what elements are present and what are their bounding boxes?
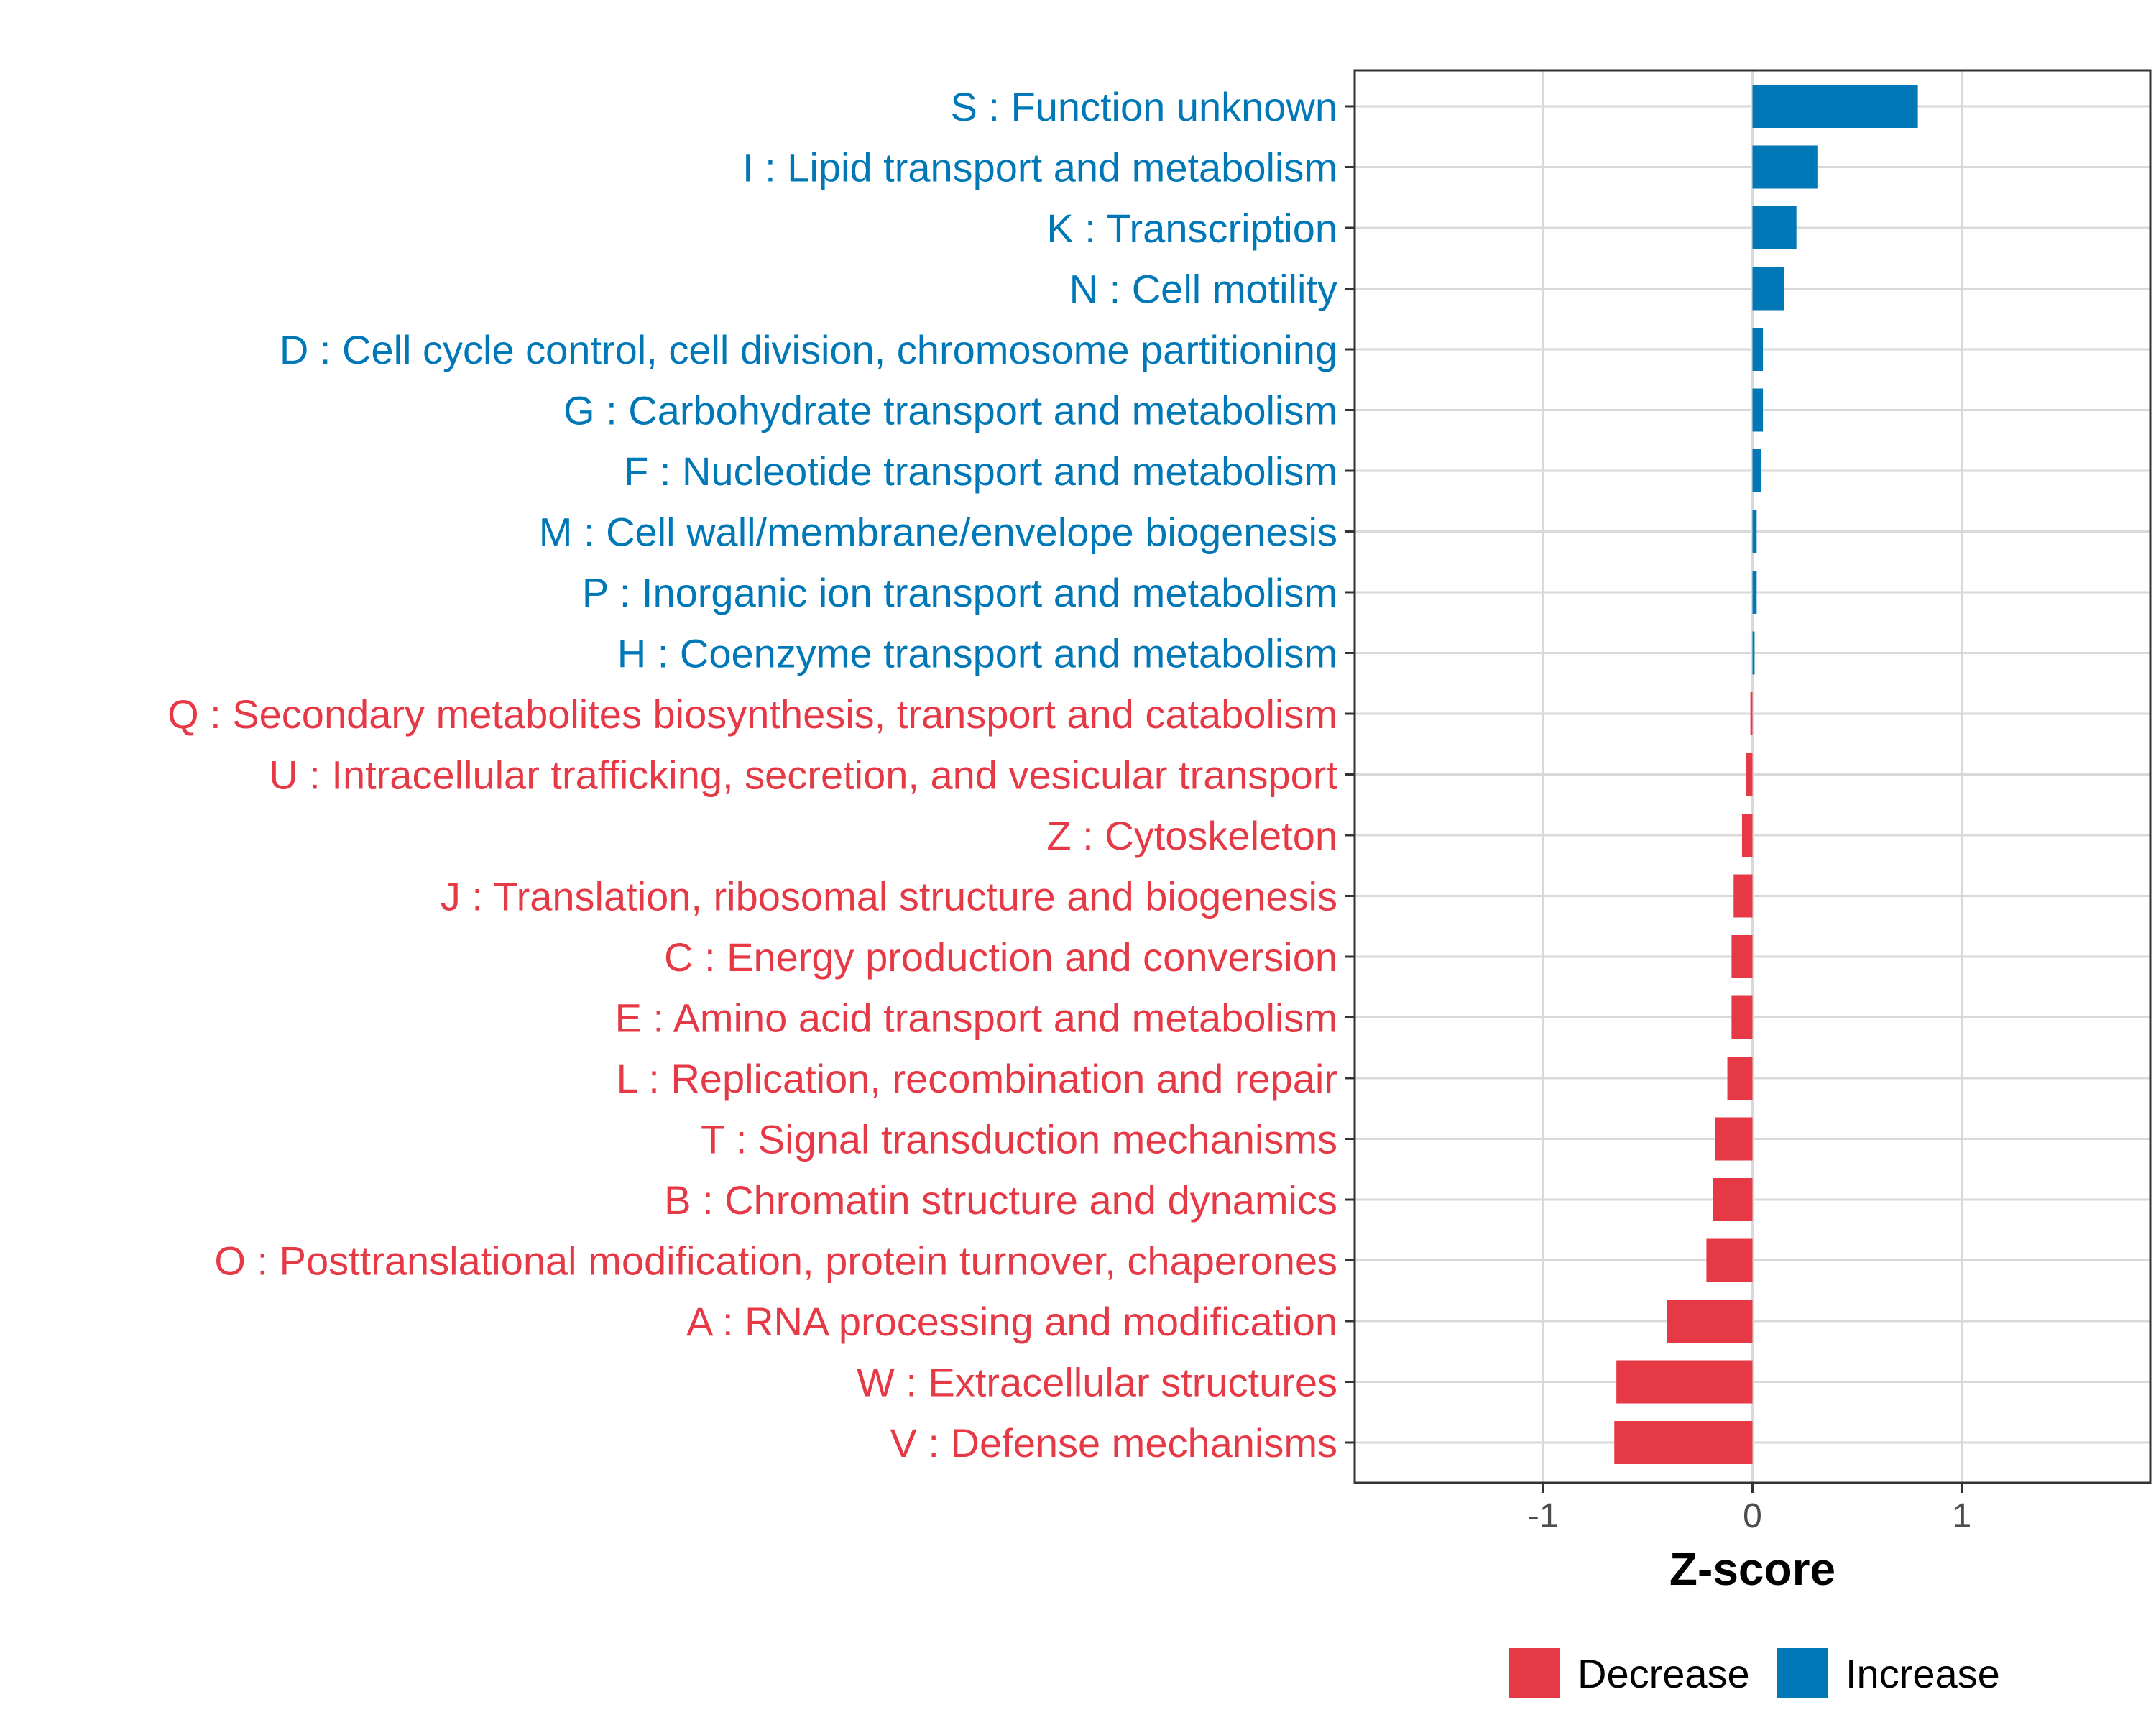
bar <box>1733 874 1753 918</box>
x-axis: -1 0 1 <box>1528 1483 1971 1535</box>
category-label: S : Function unknown <box>950 84 1337 129</box>
x-tick-label: 0 <box>1743 1497 1762 1535</box>
category-label: Q : Secondary metabolites biosynthesis, … <box>167 691 1337 737</box>
bars <box>1614 85 1918 1464</box>
category-label: C : Energy production and conversion <box>664 934 1337 980</box>
bar <box>1752 206 1797 249</box>
x-axis-title: Z-score <box>1669 1543 1835 1595</box>
category-label: F : Nucleotide transport and metabolism <box>624 448 1337 494</box>
category-label: K : Transcription <box>1046 206 1337 251</box>
category-label: N : Cell motility <box>1069 267 1337 312</box>
category-label: I : Lipid transport and metabolism <box>742 145 1337 190</box>
category-label: Z : Cytoskeleton <box>1046 813 1337 858</box>
bar <box>1752 449 1761 492</box>
category-label: J : Translation, ribosomal structure and… <box>441 874 1337 919</box>
legend-swatch <box>1777 1648 1828 1698</box>
bar <box>1746 753 1753 796</box>
bar <box>1741 814 1753 857</box>
legend-label: Decrease <box>1577 1651 1750 1696</box>
bar <box>1752 571 1757 614</box>
bar <box>1715 1117 1753 1161</box>
bar <box>1713 1178 1753 1221</box>
category-label: U : Intracellular trafficking, secretion… <box>269 753 1337 798</box>
bar <box>1752 85 1918 128</box>
bar <box>1750 692 1753 735</box>
legend-swatch <box>1509 1648 1560 1698</box>
bar <box>1706 1238 1753 1282</box>
bar <box>1752 510 1757 553</box>
bar <box>1614 1421 1753 1464</box>
category-label: V : Defense mechanisms <box>890 1420 1337 1466</box>
bar <box>1667 1300 1753 1343</box>
bar <box>1752 267 1784 310</box>
category-label: T : Signal transduction mechanisms <box>701 1117 1337 1162</box>
x-tick-label: 1 <box>1952 1497 1971 1535</box>
legend-label: Increase <box>1846 1651 2000 1696</box>
category-label: H : Coenzyme transport and metabolism <box>617 631 1337 676</box>
category-label: W : Extracellular structures <box>857 1360 1337 1405</box>
category-label: L : Replication, recombination and repai… <box>617 1056 1337 1101</box>
category-label: O : Posttranslational modification, prot… <box>214 1238 1337 1284</box>
bar <box>1616 1360 1753 1404</box>
bar <box>1731 995 1753 1039</box>
category-label: B : Chromatin structure and dynamics <box>664 1177 1337 1223</box>
bar <box>1727 1057 1753 1100</box>
y-axis: S : Function unknown I : Lipid transport … <box>167 84 1355 1466</box>
bar <box>1731 935 1753 978</box>
legend: Decrease Increase <box>1509 1648 2000 1698</box>
category-label: P : Inorganic ion transport and metaboli… <box>582 570 1337 615</box>
bar <box>1752 145 1818 189</box>
category-label: A : RNA processing and modification <box>686 1299 1337 1344</box>
category-label: G : Carbohydrate transport and metabolis… <box>563 388 1337 433</box>
bar <box>1752 328 1764 371</box>
category-label: M : Cell wall/membrane/envelope biogenes… <box>539 510 1337 555</box>
category-label: D : Cell cycle control, cell division, c… <box>280 327 1337 372</box>
x-tick-label: -1 <box>1528 1497 1559 1535</box>
bar <box>1752 631 1755 675</box>
category-label: E : Amino acid transport and metabolism <box>615 995 1337 1041</box>
bar <box>1752 388 1764 432</box>
